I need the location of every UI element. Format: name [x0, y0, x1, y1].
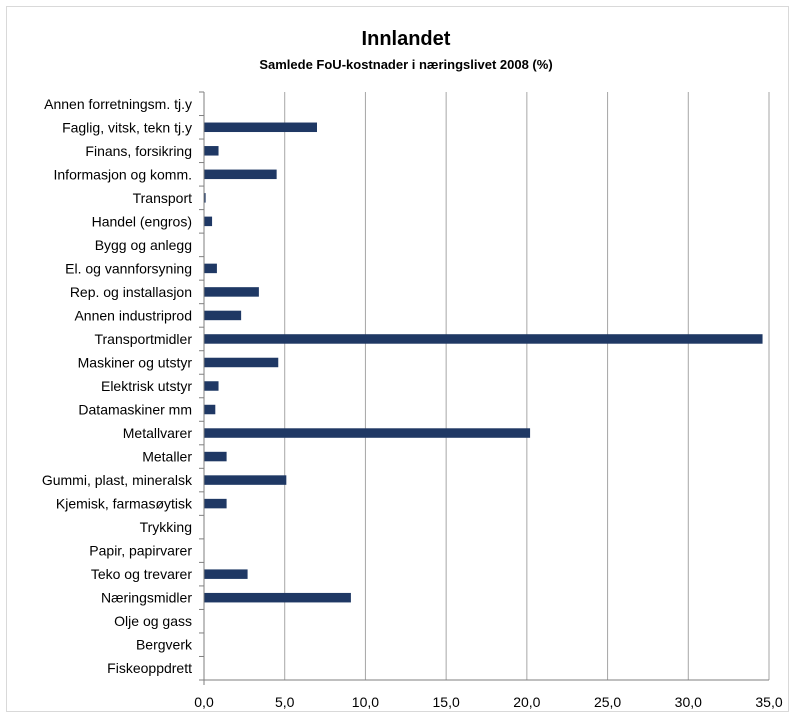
category-label: Teko og trevarer [91, 566, 192, 582]
bar [204, 216, 213, 227]
category-label: Olje og gass [114, 613, 192, 629]
category-label: El. og vannforsyning [65, 260, 192, 276]
category-label: Metaller [142, 449, 192, 465]
bar [204, 498, 227, 509]
bars [204, 122, 763, 603]
category-label: Trykking [140, 519, 192, 535]
bar [204, 404, 216, 415]
category-label: Annen forretningsm. tj.y [44, 96, 192, 112]
bar [204, 122, 317, 133]
x-tick-label: 30,0 [675, 694, 702, 710]
category-label: Bygg og anlegg [95, 237, 192, 253]
category-label: Transport [133, 190, 193, 206]
x-tick-label: 15,0 [433, 694, 460, 710]
category-label: Bergverk [136, 637, 193, 653]
chart-title: Innlandet [361, 28, 451, 50]
bar [204, 310, 242, 321]
category-label: Elektrisk utstyr [101, 378, 192, 394]
bar [204, 381, 219, 391]
bar [204, 592, 351, 603]
category-label: Næringsmidler [101, 590, 192, 606]
category-label: Transportmidler [94, 331, 192, 347]
x-tick-label: 25,0 [594, 694, 621, 710]
bar [204, 357, 279, 368]
bar [204, 287, 259, 297]
bar [204, 569, 248, 579]
x-tick-labels: 0,0 5,0 10,0 15,0 20,0 25,0 30,0 35,0 [194, 694, 783, 710]
category-label: Rep. og installasjon [70, 284, 192, 300]
x-tick-label: 35,0 [755, 694, 782, 710]
category-label: Faglig, vitsk, tekn tj.y [62, 119, 192, 135]
gridlines [199, 91, 770, 681]
bar [204, 146, 219, 156]
category-label: Gummi, plast, mineralsk [42, 472, 193, 488]
bar [204, 475, 287, 485]
category-label: Metallvarer [123, 425, 193, 441]
bar [204, 263, 217, 274]
x-tick-label: 5,0 [275, 694, 295, 710]
category-label: Annen industriprod [74, 307, 192, 323]
bar [204, 334, 763, 344]
x-tick-label: 20,0 [513, 694, 540, 710]
category-labels: Annen forretningsm. tj.y Faglig, vitsk, t… [42, 96, 193, 676]
category-label: Informasjon og komm. [54, 166, 193, 182]
bar [204, 428, 531, 438]
x-tick-label: 0,0 [194, 694, 214, 710]
x-tick-label: 10,0 [352, 694, 379, 710]
category-label: Maskiner og utstyr [78, 354, 193, 370]
chart-frame [6, 6, 789, 712]
category-label: Papir, papirvarer [89, 543, 192, 559]
category-label: Finans, forsikring [85, 143, 192, 159]
category-label: Fiskeoppdrett [107, 660, 192, 676]
chart-subtitle: Samlede FoU-kostnader i næringslivet 200… [259, 57, 553, 72]
bar [204, 169, 277, 180]
bar [204, 451, 227, 462]
category-label: Kjemisk, farmasøytisk [56, 496, 193, 512]
category-label: Handel (engros) [92, 213, 192, 229]
bar [204, 193, 206, 203]
category-label: Datamaskiner mm [78, 402, 192, 418]
